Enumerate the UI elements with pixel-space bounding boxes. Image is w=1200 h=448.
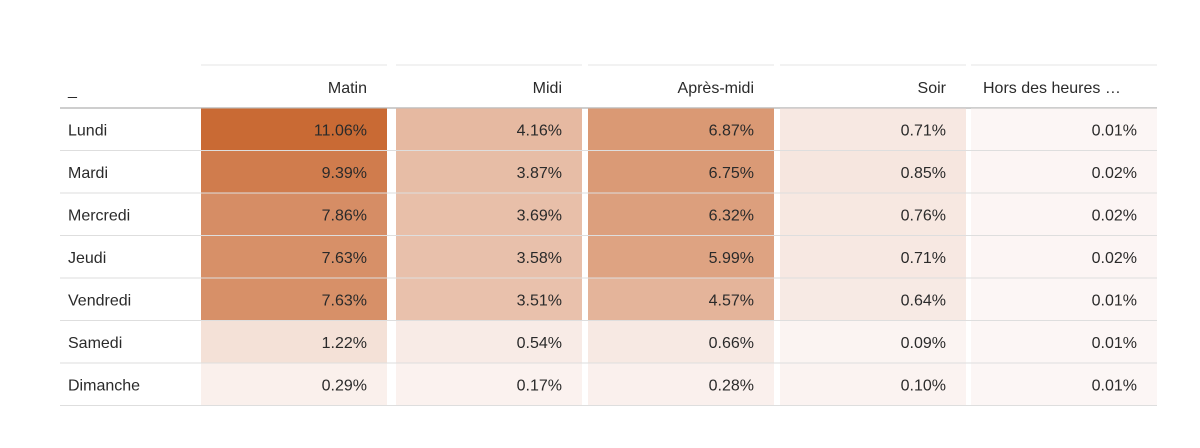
row-label[interactable]: Lundi bbox=[68, 122, 107, 139]
cell-value-label: 0.09% bbox=[901, 335, 946, 352]
corner-label: _ bbox=[67, 82, 78, 99]
heatmap-cell bbox=[780, 151, 966, 193]
cell-value-label: 3.87% bbox=[517, 165, 562, 182]
cell-value-label: 0.17% bbox=[517, 377, 562, 394]
cell-value-label: 0.01% bbox=[1092, 335, 1137, 352]
heatmap-cell bbox=[780, 193, 966, 235]
row-label[interactable]: Jeudi bbox=[68, 250, 106, 267]
heatmap-cell bbox=[588, 278, 774, 320]
cell-value-label: 0.01% bbox=[1092, 292, 1137, 309]
heatmap-cell bbox=[971, 278, 1157, 320]
cell-value-label: 0.54% bbox=[517, 335, 562, 352]
heatmap-cell bbox=[396, 193, 582, 235]
cell-value-label: 0.64% bbox=[901, 292, 946, 309]
cell-value-label: 0.10% bbox=[901, 377, 946, 394]
heatmap-cell bbox=[201, 108, 387, 150]
heatmap-cell bbox=[396, 278, 582, 320]
column-header[interactable]: Matin bbox=[328, 80, 367, 97]
cell-value-label: 3.69% bbox=[517, 207, 562, 224]
heatmap-cell bbox=[780, 363, 966, 405]
column-header[interactable]: Soir bbox=[918, 80, 947, 97]
cell-value-label: 1.22% bbox=[322, 335, 367, 352]
heatmap-cell bbox=[396, 363, 582, 405]
cell-value-label: 4.16% bbox=[517, 122, 562, 139]
heatmap-cell bbox=[396, 151, 582, 193]
cell-value-label: 0.29% bbox=[322, 377, 367, 394]
heatmap-cell bbox=[588, 193, 774, 235]
cell-value-label: 0.28% bbox=[709, 377, 754, 394]
cell-value-label: 11.06% bbox=[314, 122, 367, 139]
heatmap-cell bbox=[201, 236, 387, 278]
heatmap-cell bbox=[971, 236, 1157, 278]
cell-value-label: 0.71% bbox=[901, 122, 946, 139]
heatmap-cell bbox=[780, 321, 966, 363]
heatmap-cell bbox=[588, 363, 774, 405]
heatmap-cell bbox=[588, 236, 774, 278]
cell-value-label: 7.86% bbox=[322, 207, 367, 224]
heatmap-cell bbox=[396, 108, 582, 150]
cell-value-label: 4.57% bbox=[709, 292, 754, 309]
heatmap-cell bbox=[201, 363, 387, 405]
column-header[interactable]: Hors des heures … bbox=[983, 80, 1121, 97]
cell-value-label: 3.58% bbox=[517, 250, 562, 267]
cell-value-label: 0.01% bbox=[1092, 377, 1137, 394]
cell-value-label: 7.63% bbox=[322, 292, 367, 309]
heatmap-cell bbox=[396, 236, 582, 278]
heatmap-cell bbox=[588, 108, 774, 150]
heatmap-cell bbox=[971, 321, 1157, 363]
row-label[interactable]: Mercredi bbox=[68, 207, 130, 224]
heatmap-cell bbox=[971, 151, 1157, 193]
heatmap-cell bbox=[780, 236, 966, 278]
heatmap-cell bbox=[971, 108, 1157, 150]
cell-value-label: 6.87% bbox=[709, 122, 754, 139]
heatmap-cell bbox=[201, 193, 387, 235]
heatmap-cell bbox=[780, 278, 966, 320]
heatmap-cell bbox=[201, 321, 387, 363]
heatmap-cell bbox=[971, 193, 1157, 235]
heatmap-cell bbox=[780, 108, 966, 150]
cell-value-label: 0.02% bbox=[1092, 207, 1137, 224]
column-header[interactable]: Midi bbox=[533, 80, 562, 97]
cell-value-label: 7.63% bbox=[322, 250, 367, 267]
heatmap-cell bbox=[588, 321, 774, 363]
heatmap-cell bbox=[201, 278, 387, 320]
heatmap-cell bbox=[588, 151, 774, 193]
column-header[interactable]: Après-midi bbox=[678, 80, 754, 97]
cell-value-label: 5.99% bbox=[709, 250, 754, 267]
cell-value-label: 0.02% bbox=[1092, 250, 1137, 267]
cell-value-label: 6.75% bbox=[709, 165, 754, 182]
cell-value-label: 6.32% bbox=[709, 207, 754, 224]
row-label[interactable]: Samedi bbox=[68, 335, 122, 352]
heatmap-cell bbox=[201, 151, 387, 193]
cell-value-label: 0.76% bbox=[901, 207, 946, 224]
row-label[interactable]: Dimanche bbox=[68, 377, 140, 394]
heatmap-cell bbox=[971, 363, 1157, 405]
cell-value-label: 0.01% bbox=[1092, 122, 1137, 139]
cell-value-label: 9.39% bbox=[322, 165, 367, 182]
heatmap-cell bbox=[396, 321, 582, 363]
cell-value-label: 0.66% bbox=[709, 335, 754, 352]
cell-value-label: 0.85% bbox=[901, 165, 946, 182]
row-label[interactable]: Mardi bbox=[68, 165, 108, 182]
cell-value-label: 0.02% bbox=[1092, 165, 1137, 182]
row-label[interactable]: Vendredi bbox=[68, 292, 131, 309]
cell-value-label: 0.71% bbox=[901, 250, 946, 267]
cell-value-label: 3.51% bbox=[517, 292, 562, 309]
